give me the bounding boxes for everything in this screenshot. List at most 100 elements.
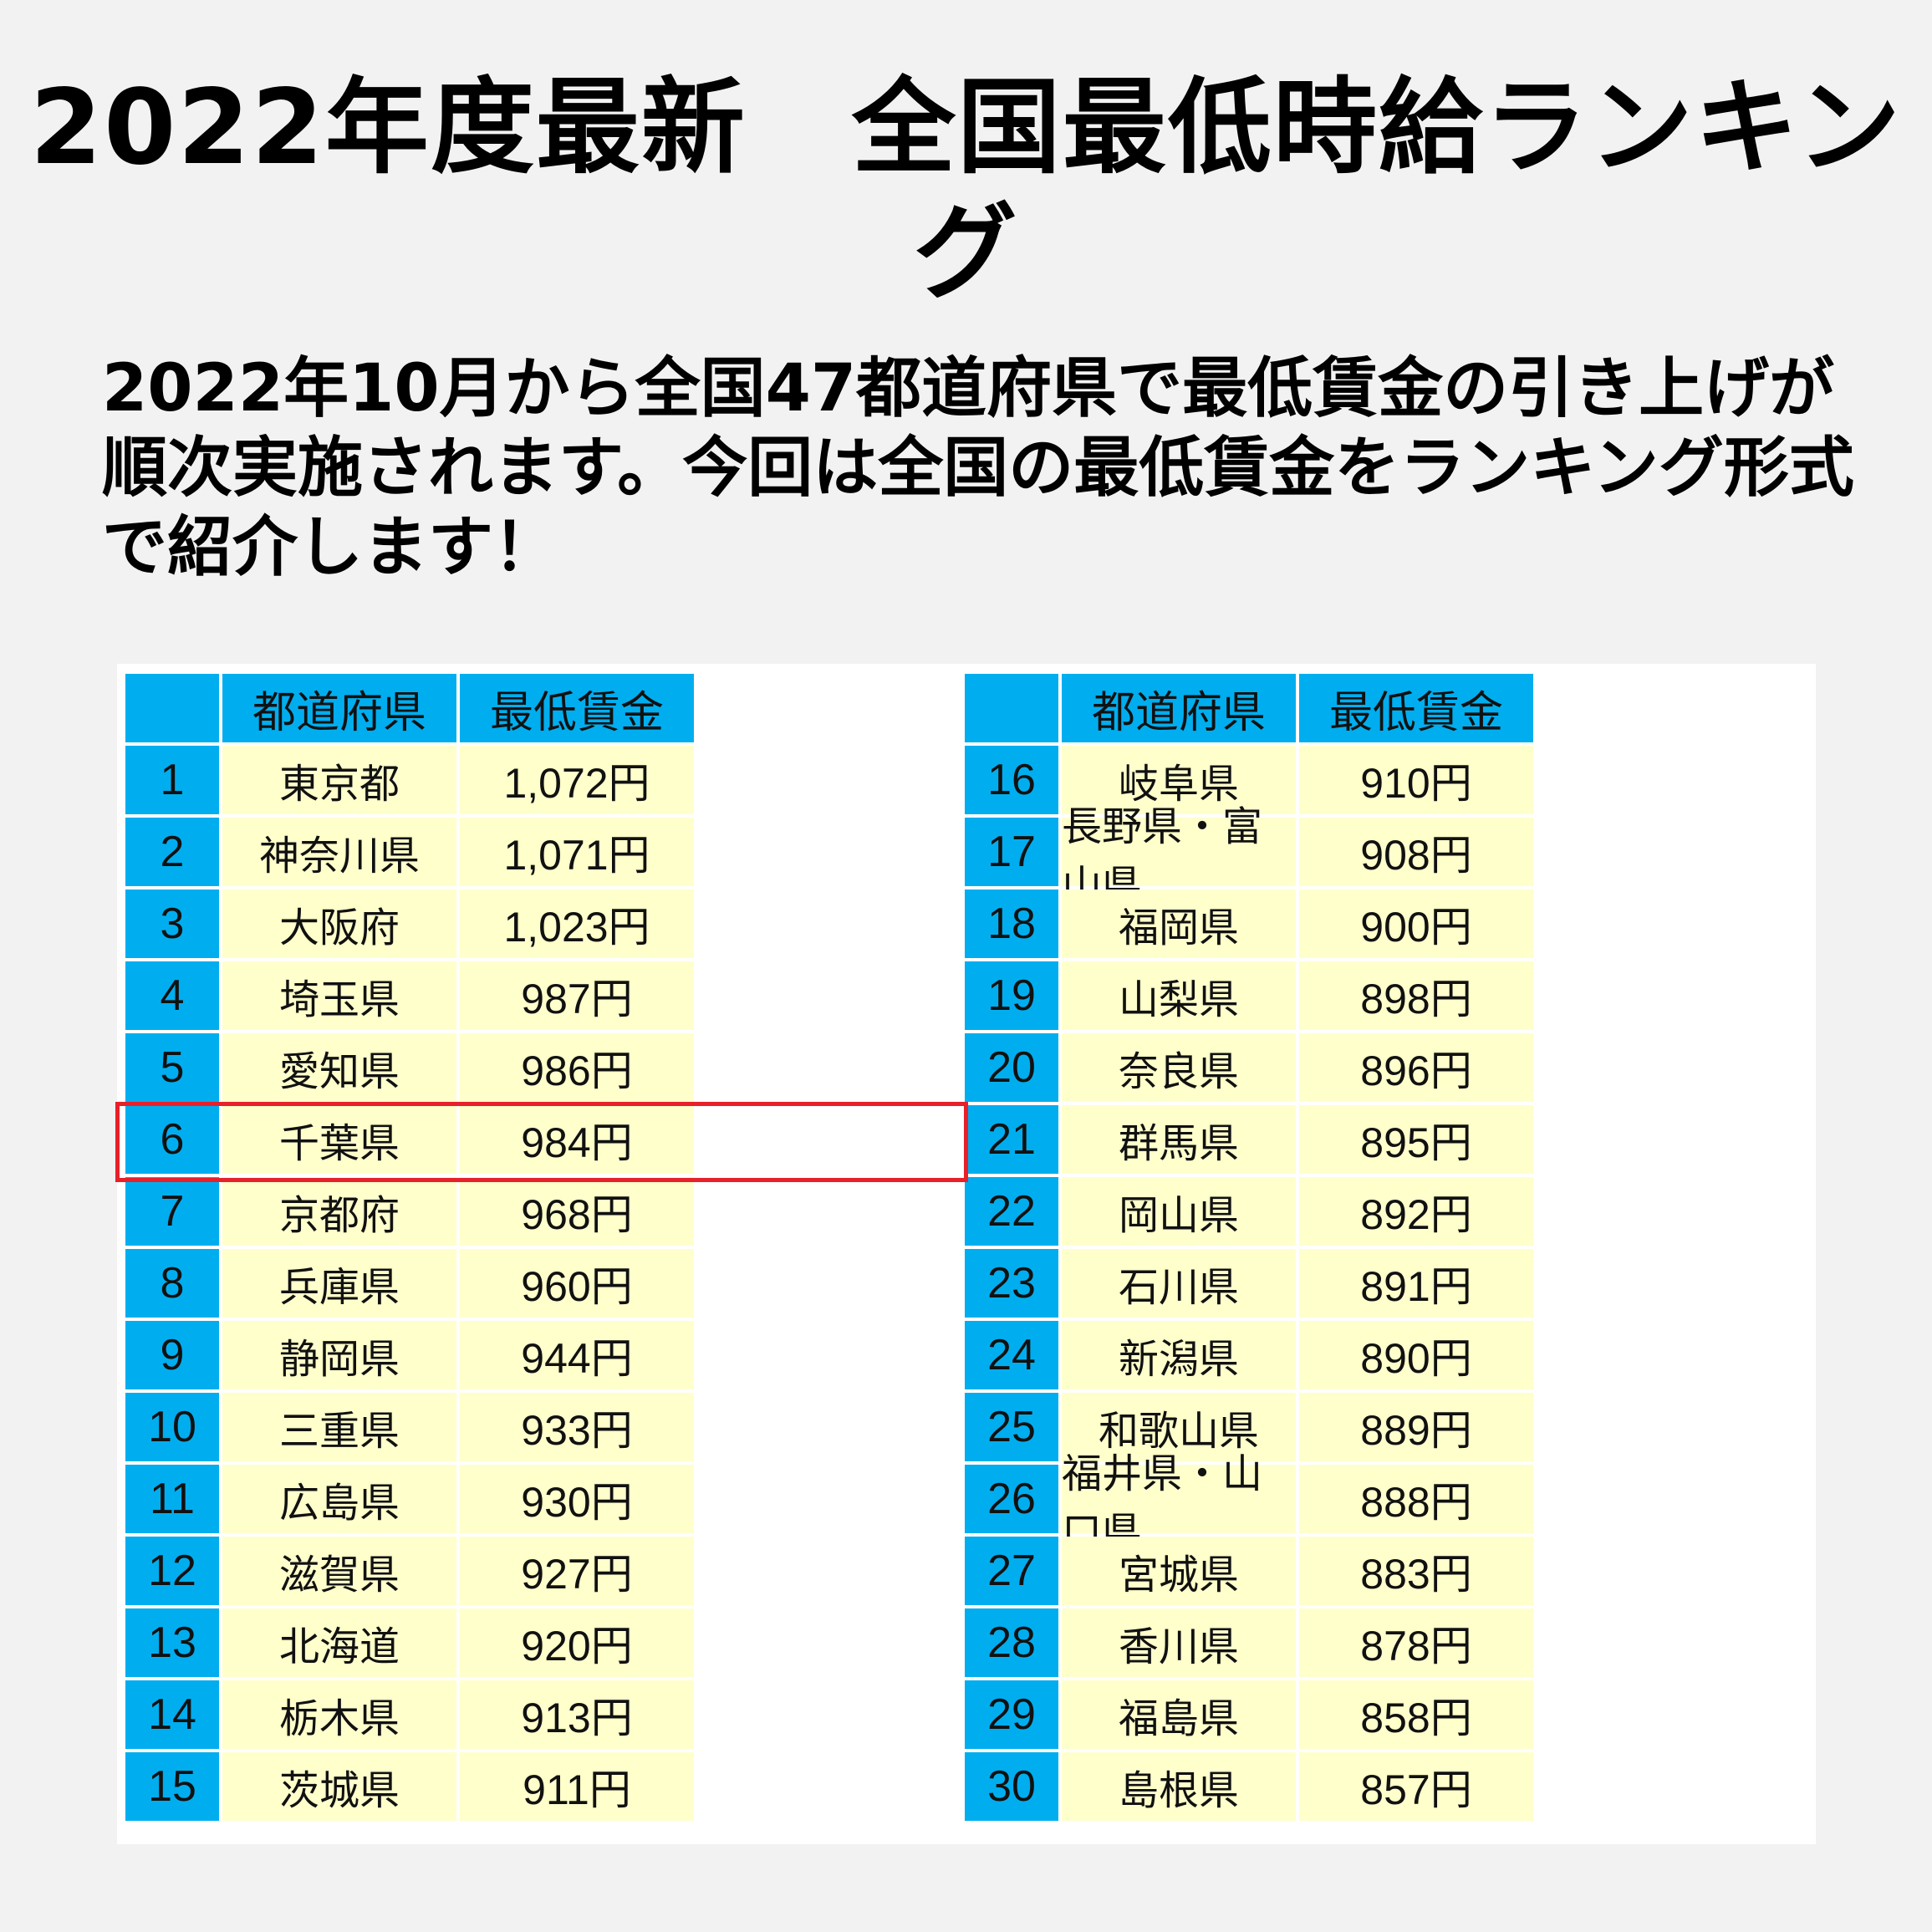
wage-cell: 944円 — [460, 1321, 694, 1389]
wage-cell: 911円 — [460, 1752, 694, 1821]
wage-cell: 984円 — [460, 1105, 694, 1174]
wage-cell: 920円 — [460, 1608, 694, 1677]
rank-cell: 2 — [125, 818, 219, 886]
wage-cell: 889円 — [1299, 1393, 1533, 1461]
wage-cell: 858円 — [1299, 1680, 1533, 1749]
wage-cell: 1,072円 — [460, 746, 694, 814]
prefecture-cell: 岡山県 — [1062, 1177, 1296, 1246]
prefecture-cell: 奈良県 — [1062, 1033, 1296, 1102]
wage-cell: 1,023円 — [460, 890, 694, 958]
prefecture-cell: 茨城県 — [222, 1752, 456, 1821]
wage-cell: 857円 — [1299, 1752, 1533, 1821]
rank-cell: 1 — [125, 746, 219, 814]
rank-cell: 18 — [965, 890, 1058, 958]
prefecture-cell: 京都府 — [222, 1177, 456, 1246]
rank-cell: 17 — [965, 818, 1058, 886]
wage-cell: 878円 — [1299, 1608, 1533, 1677]
prefecture-cell: 静岡県 — [222, 1321, 456, 1389]
prefecture-cell: 福井県・山口県 — [1062, 1452, 1296, 1555]
wage-cell: 900円 — [1299, 890, 1533, 958]
wage-cell: 892円 — [1299, 1177, 1533, 1246]
prefecture-cell: 神奈川県 — [222, 818, 456, 886]
page-title: 2022年度最新 全国最低時給ランキング — [29, 68, 1903, 314]
wage-cell: 1,071円 — [460, 818, 694, 886]
prefecture-cell: 愛知県 — [222, 1033, 456, 1102]
highlight-box — [115, 1102, 968, 1182]
header-prefecture: 都道府県 — [1062, 674, 1296, 742]
rank-cell: 5 — [125, 1033, 219, 1102]
prefecture-cell: 宮城県 — [1062, 1537, 1296, 1605]
wage-cell: 910円 — [1299, 746, 1533, 814]
prefecture-cell: 新潟県 — [1062, 1321, 1296, 1389]
rank-cell: 30 — [965, 1752, 1058, 1821]
rank-cell: 12 — [125, 1537, 219, 1605]
prefecture-cell: 和歌山県 — [1062, 1393, 1296, 1461]
wage-cell: 896円 — [1299, 1033, 1533, 1102]
header-wage: 最低賃金 — [460, 674, 694, 742]
prefecture-cell: 香川県 — [1062, 1608, 1296, 1677]
header-rank — [965, 674, 1058, 742]
prefecture-cell: 埼玉県 — [222, 961, 456, 1030]
rank-cell: 14 — [125, 1680, 219, 1749]
rank-cell: 20 — [965, 1033, 1058, 1102]
rank-cell: 23 — [965, 1249, 1058, 1318]
wage-cell: 913円 — [460, 1680, 694, 1749]
prefecture-cell: 千葉県 — [222, 1105, 456, 1174]
rank-cell: 10 — [125, 1393, 219, 1461]
rank-cell: 27 — [965, 1537, 1058, 1605]
wage-cell: 898円 — [1299, 961, 1533, 1030]
rank-cell: 11 — [125, 1465, 219, 1533]
rank-cell: 8 — [125, 1249, 219, 1318]
rank-cell: 21 — [965, 1105, 1058, 1174]
wage-cell: 968円 — [460, 1177, 694, 1246]
header-prefecture: 都道府県 — [222, 674, 456, 742]
rank-cell: 7 — [125, 1177, 219, 1246]
wage-cell: 933円 — [460, 1393, 694, 1461]
intro-text: 2022年10月から全国47都道府県で最低賃金の引き上げが順次実施されます。今回… — [102, 351, 1854, 585]
wage-cell: 891円 — [1299, 1249, 1533, 1318]
header-wage: 最低賃金 — [1299, 674, 1533, 742]
prefecture-cell: 東京都 — [222, 746, 456, 814]
rank-cell: 26 — [965, 1465, 1058, 1533]
prefecture-cell: 北海道 — [222, 1608, 456, 1677]
prefecture-cell: 山梨県 — [1062, 961, 1296, 1030]
wage-cell: 960円 — [460, 1249, 694, 1318]
wage-cell: 908円 — [1299, 818, 1533, 886]
wage-cell: 883円 — [1299, 1537, 1533, 1605]
prefecture-cell: 福岡県 — [1062, 890, 1296, 958]
wage-cell: 987円 — [460, 961, 694, 1030]
prefecture-cell: 長野県・富山県 — [1062, 805, 1296, 908]
prefecture-cell: 兵庫県 — [222, 1249, 456, 1318]
prefecture-cell: 滋賀県 — [222, 1537, 456, 1605]
rank-cell: 9 — [125, 1321, 219, 1389]
prefecture-cell: 三重県 — [222, 1393, 456, 1461]
rank-cell: 19 — [965, 961, 1058, 1030]
prefecture-cell: 島根県 — [1062, 1752, 1296, 1821]
wage-cell: 927円 — [460, 1537, 694, 1605]
rank-cell: 4 — [125, 961, 219, 1030]
prefecture-cell: 福島県 — [1062, 1680, 1296, 1749]
prefecture-cell: 群馬県 — [1062, 1105, 1296, 1174]
rank-cell: 3 — [125, 890, 219, 958]
prefecture-cell: 岐阜県 — [1062, 746, 1296, 814]
rank-cell: 6 — [125, 1105, 219, 1174]
rank-cell: 13 — [125, 1608, 219, 1677]
header-rank — [125, 674, 219, 742]
prefecture-cell: 大阪府 — [222, 890, 456, 958]
rank-cell: 28 — [965, 1608, 1058, 1677]
wage-cell: 888円 — [1299, 1465, 1533, 1533]
wage-cell: 930円 — [460, 1465, 694, 1533]
wage-cell: 986円 — [460, 1033, 694, 1102]
wage-cell: 890円 — [1299, 1321, 1533, 1389]
wage-cell: 895円 — [1299, 1105, 1533, 1174]
rank-cell: 15 — [125, 1752, 219, 1821]
rank-cell: 16 — [965, 746, 1058, 814]
prefecture-cell: 栃木県 — [222, 1680, 456, 1749]
rank-cell: 29 — [965, 1680, 1058, 1749]
rank-cell: 24 — [965, 1321, 1058, 1389]
rank-cell: 25 — [965, 1393, 1058, 1461]
prefecture-cell: 広島県 — [222, 1465, 456, 1533]
prefecture-cell: 石川県 — [1062, 1249, 1296, 1318]
ranking-table: 都道府県 最低賃金 1 東京都 1,072円 2 神奈川県 1,071円 3 大阪府 1,023円 4… — [117, 664, 1816, 1844]
rank-cell: 22 — [965, 1177, 1058, 1246]
